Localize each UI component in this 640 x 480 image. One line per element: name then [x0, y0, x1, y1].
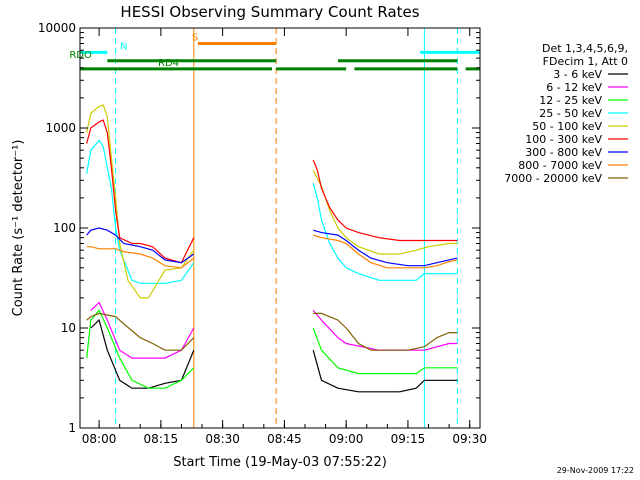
legend-label-1: 6 - 12 keV: [546, 81, 602, 94]
y-tick-label-3: 1000: [45, 121, 76, 135]
legend-label-0: 3 - 6 keV: [553, 68, 602, 81]
plot-frame: [79, 27, 481, 429]
legend-label-4: 50 - 100 keV: [532, 120, 602, 133]
legend-label-3: 25 - 50 keV: [539, 107, 602, 120]
legend: Det 1,3,4,5,6,9,FDecim 1, Att 03 - 6 keV…: [504, 42, 628, 185]
legend-label-6: 300 - 800 keV: [525, 146, 602, 159]
series-line-4: [86, 104, 458, 299]
flag-label-n: N: [120, 41, 127, 52]
legend-label-7: 800 - 7000 keV: [518, 159, 602, 172]
x-tick-label-6: 09:30: [452, 432, 487, 446]
series-line-3: [86, 139, 458, 284]
y-tick-label-4: 10000: [38, 21, 76, 35]
x-tick-label-3: 08:45: [267, 432, 302, 446]
flag-label-rd4: RD4: [158, 58, 179, 69]
y-tick-label-2: 100: [53, 221, 76, 235]
chart-title: HESSI Observing Summary Count Rates: [120, 3, 419, 21]
x-tick-label-4: 09:00: [329, 432, 364, 446]
flag-label-rdo: RDO: [69, 50, 92, 61]
x-tick-label-1: 08:15: [144, 432, 179, 446]
legend-header-1: FDecim 1, Att 0: [543, 55, 628, 68]
legend-label-8: 7000 - 20000 keV: [504, 172, 602, 185]
flag-label-s: S: [192, 32, 198, 43]
y-tick-label-1: 10: [61, 321, 76, 335]
legend-label-2: 12 - 25 keV: [539, 94, 602, 107]
y-axis-label: Count Rate (s⁻¹ detector⁻¹): [11, 140, 26, 317]
flag-bars: N S RDO RD4: [69, 32, 480, 71]
x-tick-label-0: 08:00: [82, 432, 117, 446]
x-axis: 08:00 08:15 08:30 08:45 09:00 09:15 09:30: [82, 28, 487, 446]
series-line-0: [90, 318, 458, 393]
series-line-8: [86, 312, 458, 351]
y-tick-label-0: 1: [68, 421, 76, 435]
x-tick-label-5: 09:15: [391, 432, 426, 446]
series-layer: [86, 104, 458, 393]
series-line-7: [86, 234, 458, 269]
legend-header-0: Det 1,3,4,5,6,9,: [542, 42, 628, 55]
legend-label-5: 100 - 300 keV: [525, 133, 602, 146]
vertical-markers: [79, 28, 458, 428]
x-tick-label-2: 08:30: [205, 432, 240, 446]
y-axis: 1 10 100 1000 10000: [38, 21, 480, 435]
x-axis-label: Start Time (19-May-03 07:55:22): [173, 455, 387, 470]
footer-date: 29-Nov-2009 17:22: [557, 466, 634, 475]
series-line-5: [86, 119, 458, 264]
series-line-2: [86, 309, 458, 389]
series-line-6: [86, 227, 458, 267]
